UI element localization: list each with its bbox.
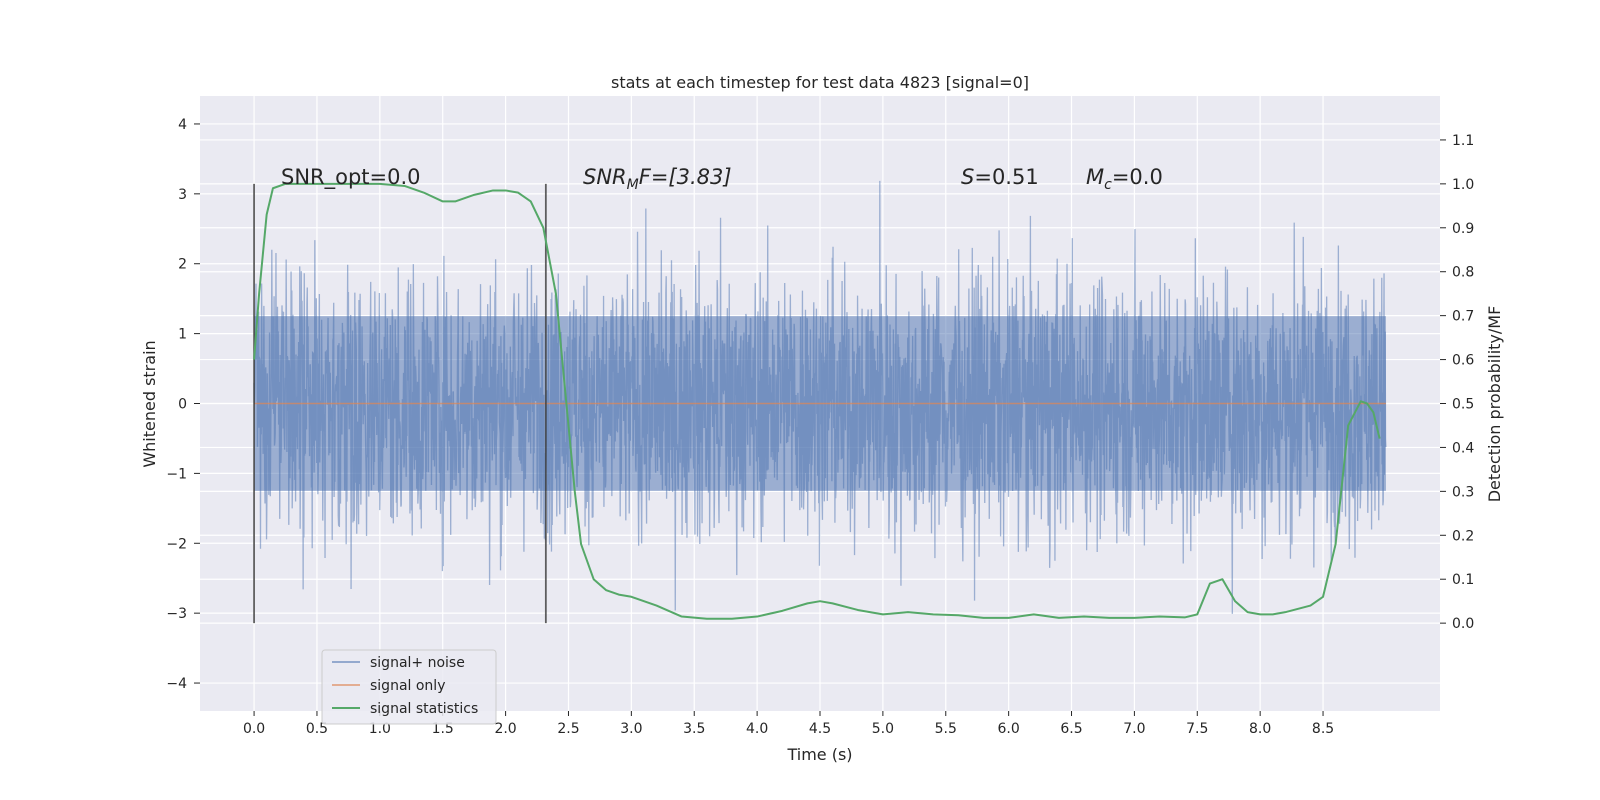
x-tick-label-15: 7.5 — [1186, 721, 1208, 737]
y-tick-label-0: 4 — [178, 117, 187, 133]
annotation-mc: Mc=0.0 — [1086, 165, 1163, 193]
x-tick-label-10: 5.0 — [872, 721, 894, 737]
annotation-s: S=0.51 — [961, 165, 1039, 189]
y2-tick-label-8: 0.3 — [1452, 484, 1474, 500]
x-tick-label-2: 1.0 — [369, 721, 391, 737]
legend-label-signal-statistics: signal statistics — [370, 701, 478, 717]
annotations: SNR_opt=0.0 SNRMF=[3.83] S=0.51 Mc=0.0 — [281, 165, 1163, 193]
signal-noise-line — [253, 180, 1387, 614]
overlay — [253, 182, 1386, 624]
x-tick-label-9: 4.5 — [809, 721, 831, 737]
mc-symbol: M — [1086, 165, 1104, 189]
x-tick-label-0: 0.0 — [243, 721, 265, 737]
y2-axis-label: Detection probability/MF — [1485, 306, 1504, 503]
x-tick-label-11: 5.5 — [935, 721, 957, 737]
y-tick-label-3: 1 — [178, 327, 187, 343]
y-tick-label-4: 0 — [178, 397, 187, 413]
y-tick-label-6: −2 — [166, 536, 187, 552]
x-axis-label: Time (s) — [786, 745, 852, 764]
legend: signal+ noise signal only signal statist… — [321, 649, 497, 725]
s-symbol: S — [961, 165, 974, 189]
x-tick-label-5: 2.5 — [557, 721, 579, 737]
y-tick-label-2: 2 — [178, 257, 187, 273]
y-tick-label-1: 3 — [178, 187, 187, 203]
snr-mf-subscript: M — [627, 177, 639, 193]
signal-statistics-line — [253, 182, 1381, 620]
y2-tick-label-6: 0.5 — [1452, 397, 1474, 413]
snr-mf-value: F=[3.83] — [639, 165, 732, 189]
y-tick-label-8: −4 — [166, 676, 187, 692]
y2-tick-label-10: 0.1 — [1452, 572, 1474, 588]
x-tick-label-17: 8.5 — [1312, 721, 1334, 737]
y-tick-label-7: −3 — [166, 606, 187, 622]
mc-subscript: c — [1104, 177, 1112, 193]
annotation-snr-mf: SNRMF=[3.83] — [583, 165, 732, 193]
y-tick-label-5: −1 — [166, 466, 187, 482]
x-tick-label-8: 4.0 — [746, 721, 768, 737]
y2-tick-label-2: 0.9 — [1452, 221, 1474, 237]
y2-tick-label-1: 1.0 — [1452, 177, 1474, 193]
chart-title: stats at each timestep for test data 482… — [611, 73, 1029, 92]
y2-tick-label-7: 0.4 — [1452, 440, 1474, 456]
legend-label-signal-noise: signal+ noise — [370, 655, 465, 671]
y-axis-right: 1.1 1.0 0.9 0.8 0.7 0.6 0.5 0.4 0.3 0.2 0.1 0.0 — [1440, 133, 1474, 632]
x-tick-label-7: 3.5 — [683, 721, 705, 737]
legend-label-signal-only: signal only — [370, 678, 445, 694]
s-value: =0.51 — [974, 165, 1038, 189]
y2-tick-label-5: 0.6 — [1452, 353, 1474, 369]
x-tick-label-13: 6.5 — [1060, 721, 1082, 737]
y2-tick-label-4: 0.7 — [1452, 309, 1474, 325]
y2-tick-label-0: 1.1 — [1452, 133, 1474, 149]
x-tick-label-6: 3.0 — [620, 721, 642, 737]
x-tick-label-12: 6.0 — [998, 721, 1020, 737]
snr-mf-symbol: SNR — [583, 165, 627, 189]
legend-box — [321, 649, 497, 725]
y2-tick-label-3: 0.8 — [1452, 265, 1474, 281]
y2-tick-label-11: 0.0 — [1452, 616, 1474, 632]
x-tick-label-4: 2.0 — [494, 721, 516, 737]
annotation-snr-opt: SNR_opt=0.0 — [281, 165, 421, 190]
y2-tick-label-9: 0.2 — [1452, 528, 1474, 544]
mc-value: =0.0 — [1112, 165, 1163, 189]
x-tick-label-16: 8.0 — [1249, 721, 1271, 737]
x-tick-label-1: 0.5 — [306, 721, 328, 737]
y-axis-label: Whitened strain — [140, 340, 159, 467]
x-axis: 0.0 0.5 1.0 1.5 2.0 2.5 3.0 3.5 4.0 4.5 5.0 5.5 6.0 6… — [243, 711, 1334, 737]
x-tick-label-14: 7.0 — [1123, 721, 1145, 737]
y-axis-left: 4 3 2 1 0 −1 −2 −3 −4 — [166, 117, 200, 692]
x-tick-label-3: 1.5 — [432, 721, 454, 737]
